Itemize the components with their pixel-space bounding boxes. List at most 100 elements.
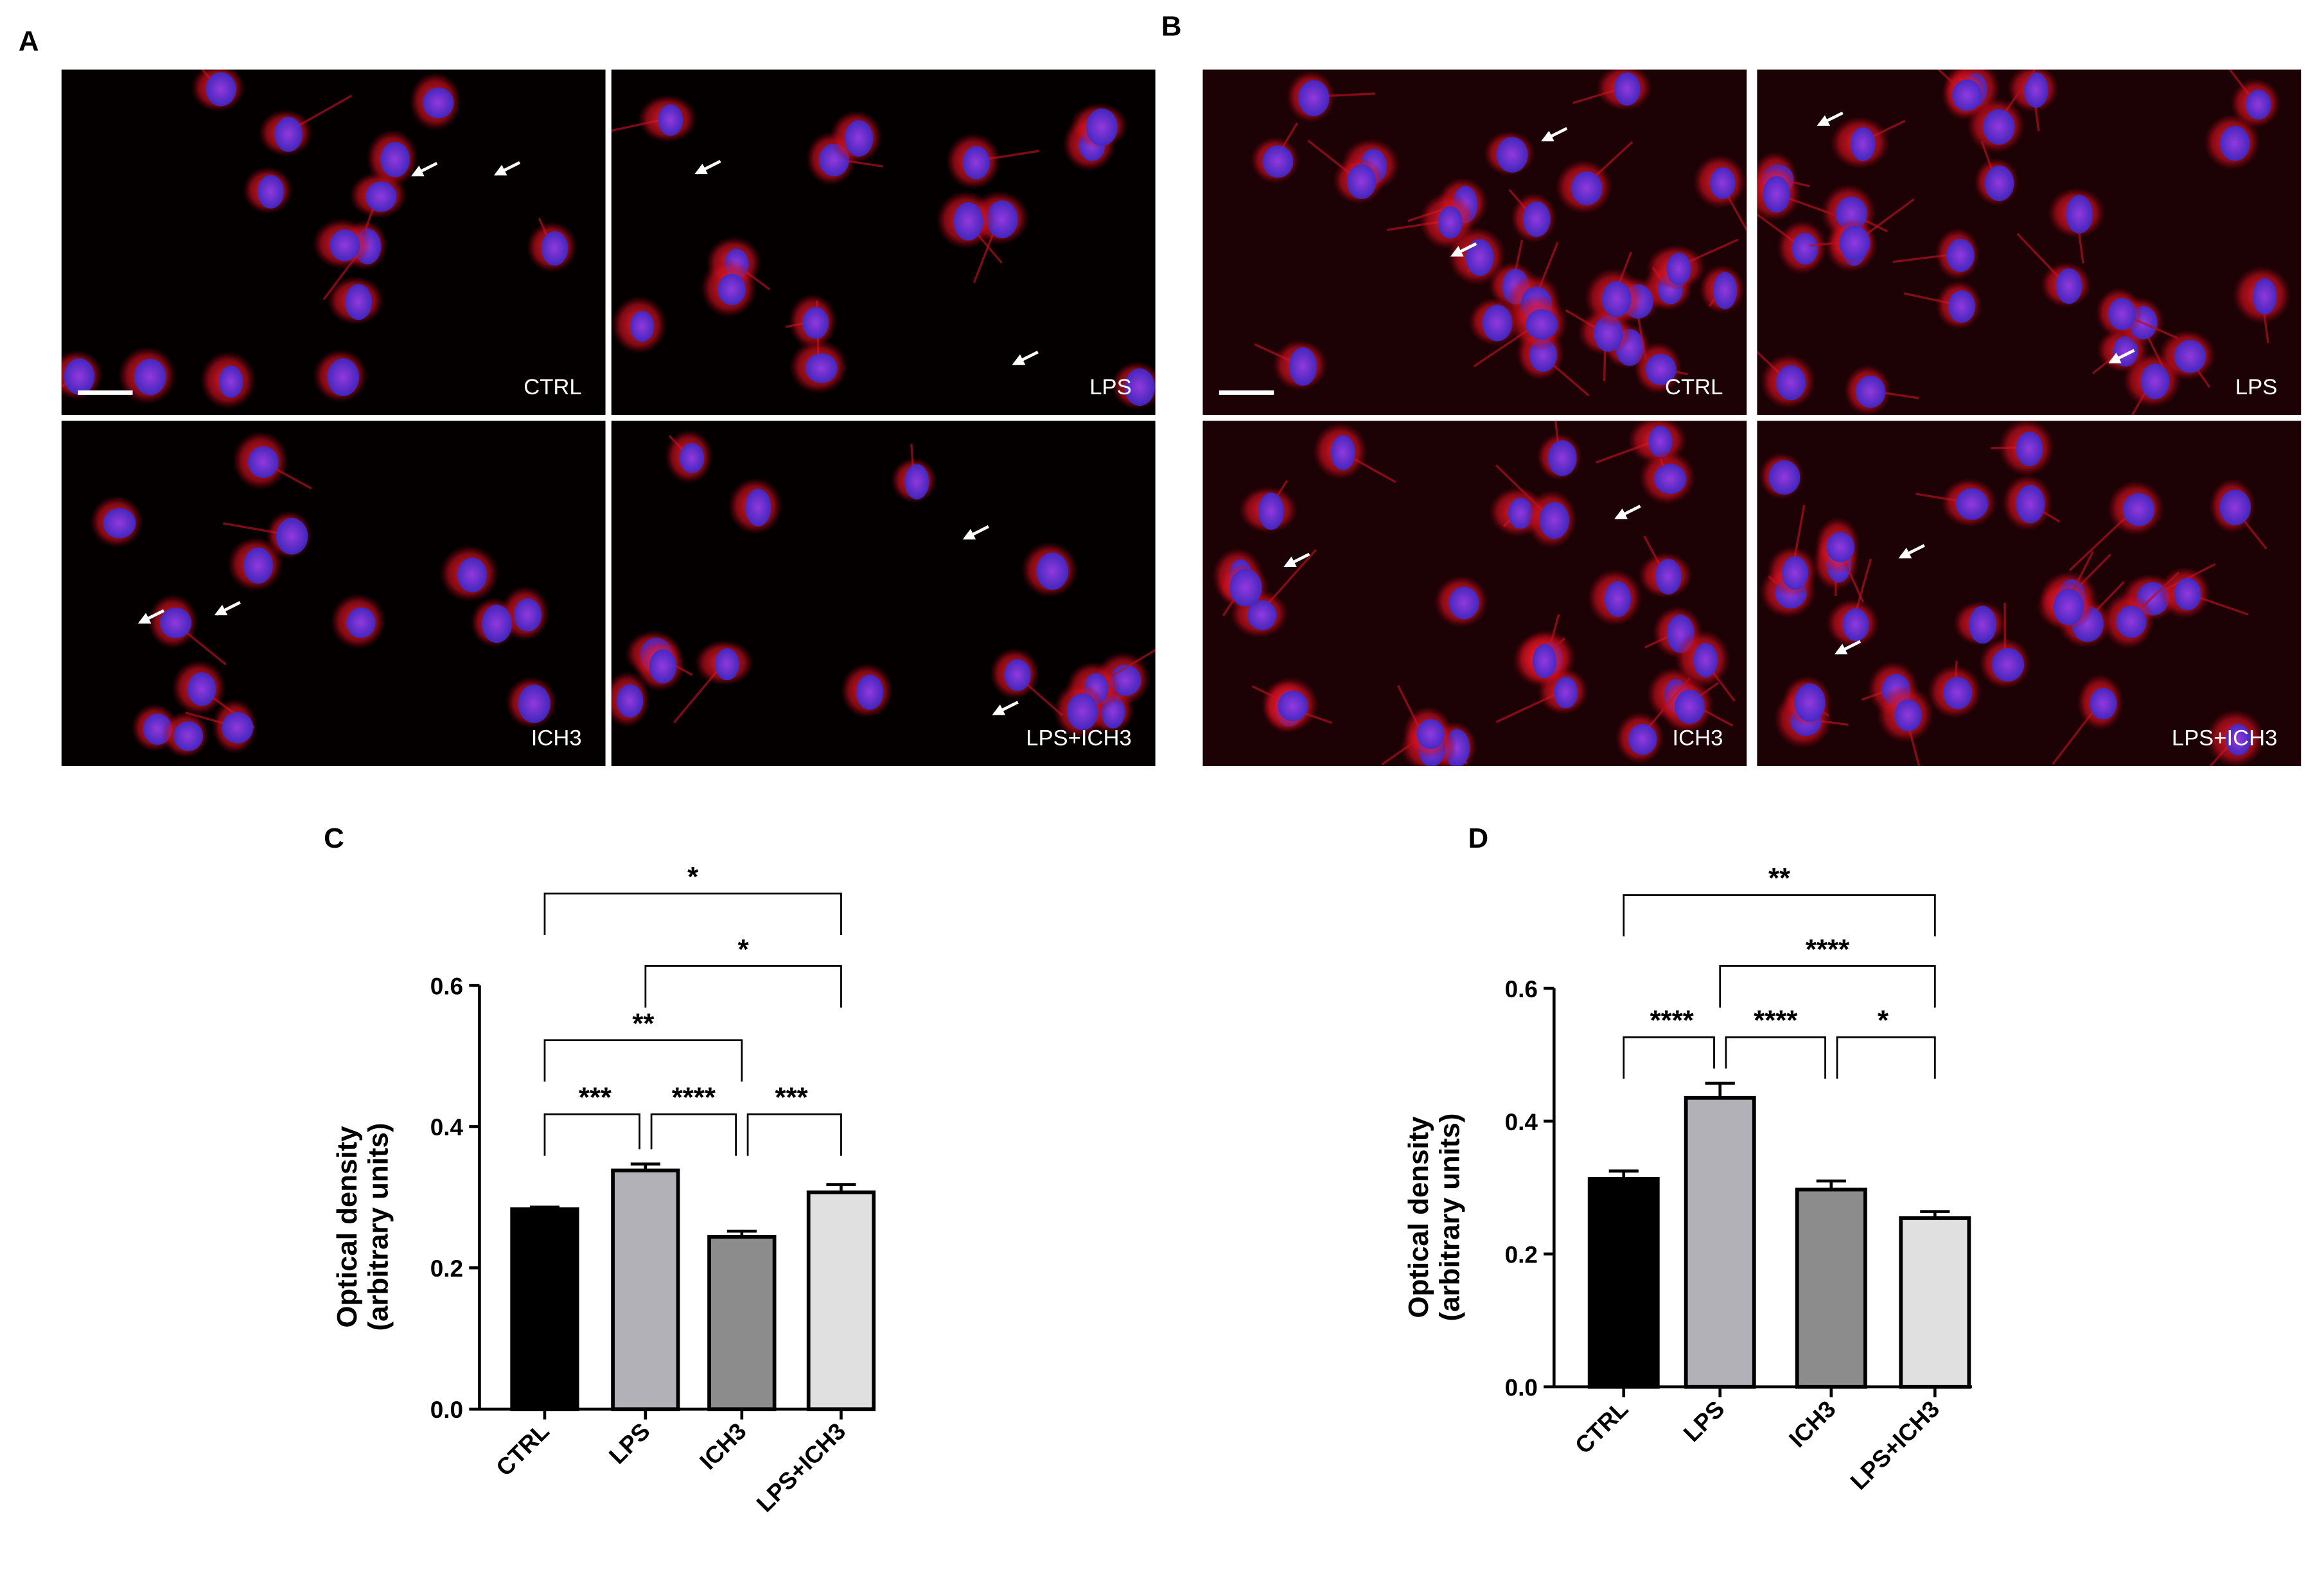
x-tick-label: ICH3: [694, 1418, 751, 1474]
nucleus: [243, 547, 273, 584]
nucleus: [679, 442, 705, 473]
arrow: [1283, 552, 1310, 568]
nucleus: [1298, 80, 1330, 116]
nucleus: [247, 446, 279, 478]
micrograph: CTRL: [61, 69, 606, 415]
nucleus: [1969, 606, 1997, 644]
nucleus: [541, 231, 568, 266]
nucleus: [1776, 365, 1806, 401]
nucleus: [1496, 137, 1528, 173]
cells: [611, 429, 1156, 739]
y-tick-label: 0.0: [430, 1397, 463, 1423]
nucleus: [1602, 281, 1632, 318]
nucleus: [2219, 489, 2251, 525]
nucleus: [1693, 643, 1718, 677]
arrow: [2108, 349, 2135, 364]
y-tick-label: 0.0: [1505, 1375, 1538, 1401]
nucleus: [2140, 363, 2170, 399]
nucleus: [1438, 206, 1463, 239]
nucleus: [2246, 89, 2271, 120]
arrow: [1817, 111, 1844, 127]
nucleus: [617, 684, 644, 718]
nucleus: [218, 365, 243, 398]
significance-bracket: [1623, 894, 1936, 937]
nucleus: [1330, 435, 1355, 471]
nucleus: [103, 508, 136, 539]
nucleus: [482, 604, 512, 643]
nucleus: [717, 274, 746, 306]
arrow: [1614, 505, 1641, 520]
nucleus: [1826, 532, 1855, 563]
nucleus: [1855, 376, 1886, 408]
y-tick-label: 0.2: [430, 1255, 463, 1282]
nucleus: [629, 311, 655, 342]
nucleus: [1712, 272, 1738, 310]
significance-label: *: [1878, 1005, 1889, 1036]
x-tick-label: LPS: [1678, 1395, 1730, 1447]
significance-bracket: [644, 965, 842, 1008]
nucleus: [1943, 677, 1973, 710]
image-label: ICH3: [1672, 726, 1723, 751]
nucleus: [1655, 559, 1682, 595]
x-tick-label: ICH3: [1784, 1395, 1840, 1452]
arrow: [1450, 242, 1477, 257]
significance-bracket: [650, 1113, 737, 1156]
nucleus: [745, 488, 771, 527]
nucleus: [457, 557, 488, 593]
significance-bracket: [543, 1039, 743, 1082]
nucleus: [1991, 648, 2025, 682]
nucleus: [1842, 608, 1869, 642]
significance-label: **: [1768, 862, 1791, 894]
cells: [1759, 421, 2267, 766]
y-tick-label: 0.2: [1505, 1242, 1538, 1268]
arrow: [1541, 127, 1568, 142]
nucleus: [2116, 606, 2147, 638]
bar: [1795, 1187, 1867, 1389]
nucleus: [1571, 171, 1603, 205]
nucleus: [1124, 368, 1155, 406]
x-tick-label: LPS+ICH3: [1845, 1395, 1944, 1494]
nucleus: [1539, 502, 1569, 539]
nucleus: [1946, 238, 1975, 272]
nucleus: [1086, 109, 1118, 146]
nucleus: [1416, 719, 1445, 749]
arrow: [1834, 640, 1862, 655]
nucleus: [518, 685, 550, 723]
nucleus: [222, 712, 254, 744]
cells: [90, 431, 557, 758]
micrograph: ICH3: [1202, 421, 1747, 766]
micrograph: LPS: [611, 69, 1156, 415]
nucleus: [1532, 643, 1556, 679]
arrow: [992, 701, 1019, 715]
nucleus: [1522, 201, 1551, 237]
nucleus: [2023, 72, 2048, 108]
y-axis-label-line: (arbitrary units): [1434, 1114, 1466, 1322]
nucleus: [134, 358, 166, 396]
nucleus: [345, 284, 373, 320]
significance-label: ****: [1754, 1005, 1798, 1036]
nucleus: [1666, 252, 1691, 286]
image-label: ICH3: [531, 726, 582, 751]
nucleus: [2122, 493, 2155, 527]
nucleus: [206, 72, 236, 107]
nucleus: [173, 721, 204, 751]
nucleus: [64, 358, 95, 395]
nucleus: [2016, 485, 2045, 523]
nucleus: [1710, 167, 1736, 199]
arrow: [493, 161, 521, 176]
nucleus: [1262, 145, 1294, 178]
significance-bracket: [746, 1113, 842, 1156]
arrow: [962, 525, 989, 540]
bar-chart: C Optical density(arbitrary units) 0.0 0.2 0…: [324, 823, 876, 1517]
nucleus: [1482, 304, 1513, 342]
nucleus: [365, 181, 397, 212]
nucleus: [714, 648, 739, 681]
cells: [1212, 421, 1736, 766]
nucleus: [1645, 354, 1677, 385]
bar: [1684, 1096, 1756, 1389]
nucleus: [1004, 659, 1031, 692]
x-tick-label: CTRL: [1570, 1395, 1633, 1459]
nucleus: [2056, 268, 2082, 304]
